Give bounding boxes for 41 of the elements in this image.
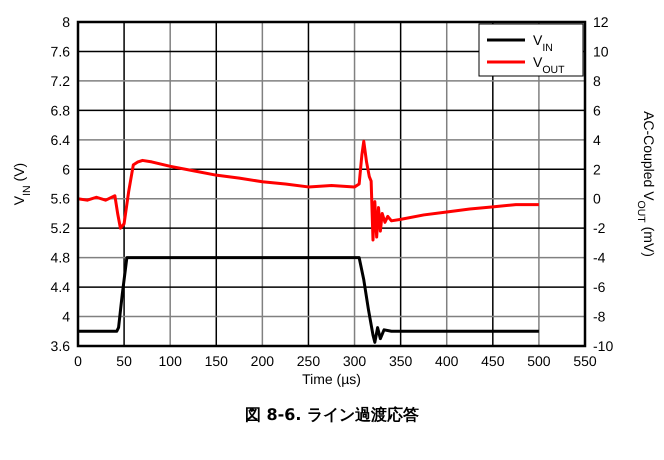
y-tick-label: 4 [62, 308, 70, 325]
x-tick-label: 450 [481, 353, 505, 369]
legend-label: V$_{IN}$ [533, 32, 553, 54]
x-tick-label: 250 [296, 353, 320, 369]
text: 図 8-6. ライン過渡応答 [244, 405, 420, 424]
y-tick-label: 5.6 [50, 190, 70, 207]
x-tick-label: 350 [388, 353, 413, 369]
y-tick-label: 6.4 [50, 132, 70, 148]
y2-tick-label: -6 [593, 279, 606, 296]
y2-tick-label: 2 [593, 161, 601, 178]
x-tick-label: 300 [342, 353, 366, 369]
y2-tick-label: -4 [593, 250, 606, 266]
x-tick-label: 500 [527, 353, 551, 369]
y2-tick-label: -2 [593, 220, 606, 236]
y-tick-label: 8 [62, 14, 70, 30]
x-tick-label: 100 [158, 353, 182, 369]
y2-tick-label: 8 [593, 72, 601, 89]
y2-tick-label: -10 [593, 338, 614, 354]
y-tick-label: 6.8 [50, 102, 70, 118]
y2-tick-label: 4 [593, 132, 601, 148]
y2-tick-label: 0 [593, 190, 601, 207]
y2-tick-label: 6 [593, 102, 601, 118]
x-tick-label: 550 [573, 353, 597, 369]
y-tick-label: 5.2 [50, 220, 70, 236]
x-tick-label: 150 [204, 353, 228, 369]
y2-tick-label: 10 [593, 43, 609, 60]
x-axis-title: Time (µs) [302, 371, 361, 387]
y2-tick-label: 12 [593, 14, 609, 30]
x-tick-label: 50 [116, 353, 132, 369]
y-tick-label: 4.4 [50, 279, 70, 296]
x-tick-label: 200 [250, 353, 274, 369]
x-tick-label: 400 [435, 353, 459, 369]
y-tick-label: 7.2 [50, 72, 70, 89]
legend-label: V$_{OUT}$ [533, 54, 566, 76]
y2-tick-label: -8 [593, 308, 606, 325]
x-tick-label: 0 [74, 353, 82, 369]
y-tick-label: 7.6 [50, 43, 70, 60]
y-tick-label: 3.6 [50, 338, 70, 354]
y-tick-label: 4.8 [50, 250, 70, 266]
line-series [76, 140, 540, 242]
y-tick-label: 6 [62, 161, 70, 178]
